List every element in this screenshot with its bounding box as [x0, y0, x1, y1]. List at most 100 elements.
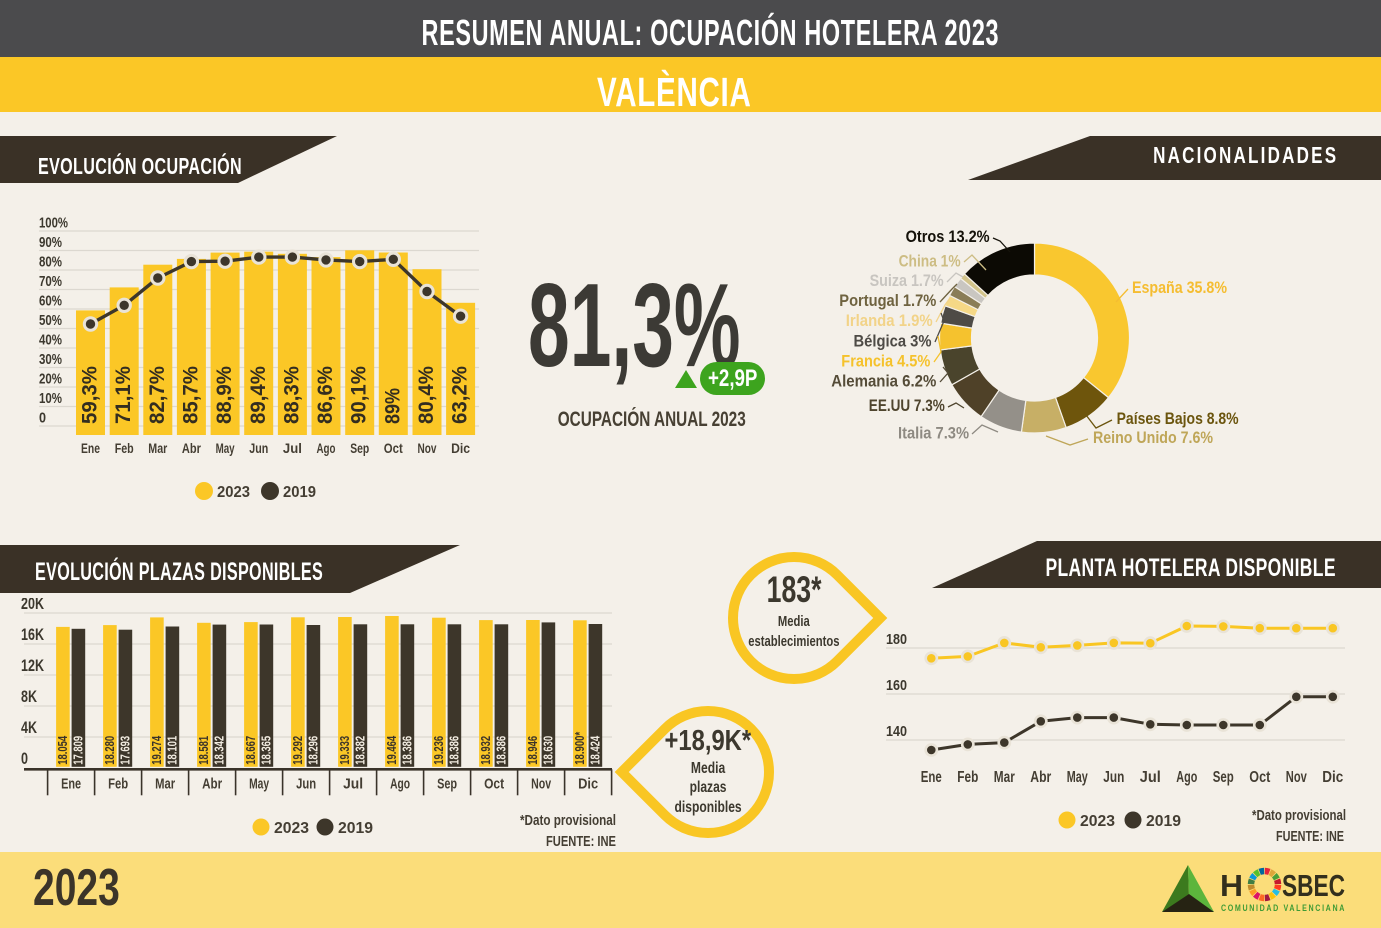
svg-text:Sep: Sep [350, 441, 369, 456]
svg-text:19.292: 19.292 [291, 736, 305, 765]
svg-text:50%: 50% [39, 312, 62, 329]
svg-text:SBEC: SBEC [1282, 868, 1345, 903]
svg-text:17.693: 17.693 [119, 736, 133, 765]
svg-text:4K: 4K [21, 718, 38, 737]
svg-text:Oct: Oct [484, 775, 504, 792]
svg-text:100%: 100% [39, 215, 68, 232]
svg-text:Jul: Jul [1140, 769, 1161, 786]
svg-text:18.581: 18.581 [197, 736, 211, 765]
svg-text:2019: 2019 [283, 484, 316, 501]
svg-text:España 35.8%: España 35.8% [1132, 278, 1227, 297]
svg-text:Alemania 6.2%: Alemania 6.2% [831, 372, 936, 391]
svg-text:Nov: Nov [531, 775, 551, 792]
svg-text:Mar: Mar [148, 441, 168, 456]
svg-text:80%: 80% [39, 254, 62, 271]
svg-text:18.382: 18.382 [354, 736, 368, 765]
svg-text:18.342: 18.342 [213, 736, 227, 765]
svg-text:Sep: Sep [437, 775, 457, 792]
svg-text:19.236: 19.236 [432, 736, 446, 765]
svg-text:90,1%: 90,1% [348, 366, 371, 424]
svg-text:May: May [249, 775, 269, 792]
svg-text:Sep: Sep [1213, 769, 1234, 786]
svg-text:60%: 60% [39, 293, 62, 310]
svg-text:*Dato provisional: *Dato provisional [520, 813, 616, 829]
svg-text:0: 0 [21, 749, 28, 768]
svg-text:China 1%: China 1% [899, 252, 961, 271]
svg-text:Abr: Abr [202, 775, 222, 792]
svg-text:Países Bajos 8.8%: Países Bajos 8.8% [1117, 409, 1239, 428]
svg-text:20K: 20K [21, 598, 45, 613]
svg-text:19.274: 19.274 [150, 736, 164, 765]
svg-text:89,4%: 89,4% [247, 366, 270, 424]
svg-text:90%: 90% [39, 234, 62, 251]
svg-text:140: 140 [886, 723, 907, 740]
svg-text:Suiza 1.7%: Suiza 1.7% [870, 271, 944, 290]
svg-text:Mar: Mar [155, 775, 175, 792]
svg-text:18.630: 18.630 [542, 736, 556, 765]
svg-text:18.296: 18.296 [307, 736, 321, 765]
svg-text:Jun: Jun [296, 775, 316, 792]
svg-text:Nov: Nov [1286, 769, 1307, 786]
svg-text:12K: 12K [21, 656, 45, 675]
svg-text:18.101: 18.101 [166, 736, 180, 765]
svg-text:Oct: Oct [384, 441, 403, 456]
svg-text:71,1%: 71,1% [112, 366, 135, 424]
svg-text:Ago: Ago [390, 775, 410, 792]
svg-text:Italia 7.3%: Italia 7.3% [898, 424, 969, 443]
svg-text:COMUNIDAD VALENCIANA: COMUNIDAD VALENCIANA [1221, 903, 1346, 914]
svg-text:Portugal 1.7%: Portugal 1.7% [839, 291, 936, 310]
svg-text:Ene: Ene [81, 441, 100, 456]
svg-text:59,3%: 59,3% [79, 366, 102, 424]
svg-text:40%: 40% [39, 332, 62, 349]
svg-text:Abr: Abr [182, 441, 202, 456]
svg-text:Irlanda 1.9%: Irlanda 1.9% [846, 311, 933, 330]
svg-text:Ago: Ago [317, 441, 336, 456]
svg-text:Otros 13.2%: Otros 13.2% [906, 227, 990, 246]
svg-text:88,3%: 88,3% [280, 366, 303, 424]
svg-text:Ene: Ene [61, 775, 81, 792]
svg-text:2023: 2023 [274, 820, 309, 837]
svg-text:89%: 89% [381, 388, 404, 424]
svg-text:2019: 2019 [338, 820, 373, 837]
svg-text:Mar: Mar [994, 769, 1015, 786]
svg-text:82,7%: 82,7% [146, 366, 169, 424]
svg-text:18.946: 18.946 [526, 736, 540, 765]
svg-text:19.333: 19.333 [338, 736, 352, 765]
svg-text:8K: 8K [21, 687, 38, 706]
svg-text:Oct: Oct [1249, 769, 1271, 786]
svg-text:88,9%: 88,9% [213, 366, 236, 424]
svg-text:Ene: Ene [921, 769, 942, 786]
svg-text:Bélgica 3%: Bélgica 3% [854, 332, 932, 351]
svg-text:2019: 2019 [1146, 813, 1181, 830]
svg-text:Feb: Feb [108, 775, 128, 792]
svg-text:180: 180 [886, 631, 907, 648]
svg-text:Abr: Abr [1030, 769, 1051, 786]
svg-text:86,6%: 86,6% [314, 366, 337, 424]
svg-text:19.464: 19.464 [385, 736, 399, 765]
svg-text:17.809: 17.809 [72, 736, 86, 765]
svg-text:EE.UU 7.3%: EE.UU 7.3% [869, 396, 945, 415]
svg-text:FUENTE: INE: FUENTE: INE [1276, 829, 1344, 845]
svg-text:16K: 16K [21, 625, 45, 644]
svg-text:2023: 2023 [217, 484, 250, 501]
svg-text:18.054: 18.054 [56, 736, 70, 765]
svg-text:May: May [216, 441, 235, 456]
svg-text:18.424: 18.424 [589, 736, 603, 765]
svg-text:20%: 20% [39, 371, 62, 388]
svg-text:0: 0 [39, 410, 46, 427]
svg-text:18.900*: 18.900* [573, 732, 587, 765]
svg-text:18.667: 18.667 [244, 736, 258, 765]
svg-text:Dic: Dic [451, 441, 470, 456]
svg-text:160: 160 [886, 677, 907, 694]
svg-text:Jun: Jun [249, 441, 268, 456]
svg-text:85,7%: 85,7% [179, 366, 202, 424]
svg-text:Dic: Dic [1322, 769, 1343, 786]
svg-text:Feb: Feb [957, 769, 978, 786]
svg-text:80,4%: 80,4% [415, 366, 438, 424]
svg-text:18.386: 18.386 [448, 736, 462, 765]
svg-text:63,2%: 63,2% [449, 366, 472, 424]
svg-text:Dic: Dic [578, 775, 598, 792]
svg-text:Jun: Jun [1103, 769, 1124, 786]
svg-text:10%: 10% [39, 390, 62, 407]
svg-text:18.932: 18.932 [479, 736, 493, 765]
